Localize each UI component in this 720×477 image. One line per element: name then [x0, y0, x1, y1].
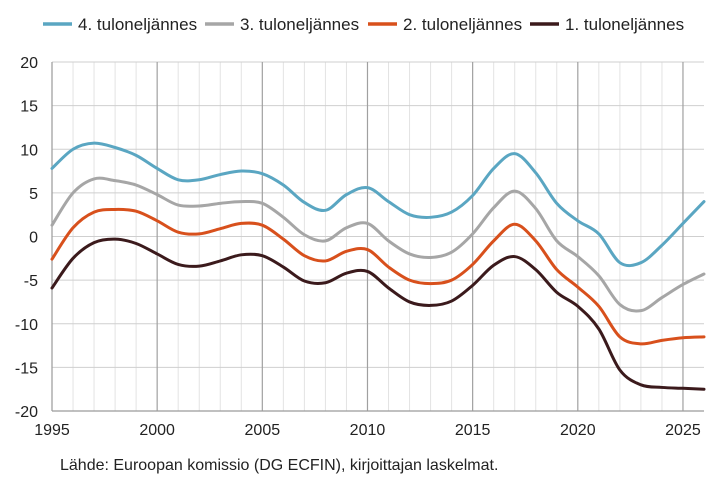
legend-label-1: 4. tuloneljännes [78, 15, 197, 34]
series-line-2 [50, 176, 706, 313]
legend-label-3: 2. tuloneljännes [403, 15, 522, 34]
series-line-4 [50, 237, 706, 391]
y-tick-label: 20 [20, 55, 38, 72]
y-tick-label: -15 [15, 360, 38, 377]
y-tick-label: 5 [29, 186, 38, 203]
x-tick-label: 2000 [139, 422, 175, 439]
source-note: Lähde: Euroopan komissio (DG ECFIN), kir… [60, 457, 498, 474]
legend-label-2: 3. tuloneljännes [240, 15, 359, 34]
series-line-1 [50, 141, 706, 268]
y-tick-label: 0 [29, 230, 38, 247]
legend-label-4: 1. tuloneljännes [565, 15, 684, 34]
x-tick-label: 2005 [245, 422, 281, 439]
y-tick-label: 15 [20, 99, 38, 116]
x-tick-label: 1995 [34, 422, 70, 439]
y-tick-label: 10 [20, 142, 38, 159]
x-tick-label: 2020 [560, 422, 596, 439]
y-tick-label: -5 [24, 273, 38, 290]
x-tick-label: 2015 [455, 422, 491, 439]
y-tick-label: -10 [15, 317, 38, 334]
x-tick-label: 2010 [350, 422, 386, 439]
x-tick-label: 2025 [665, 422, 701, 439]
y-tick-label: -20 [15, 404, 38, 421]
series-line-3 [50, 207, 706, 346]
